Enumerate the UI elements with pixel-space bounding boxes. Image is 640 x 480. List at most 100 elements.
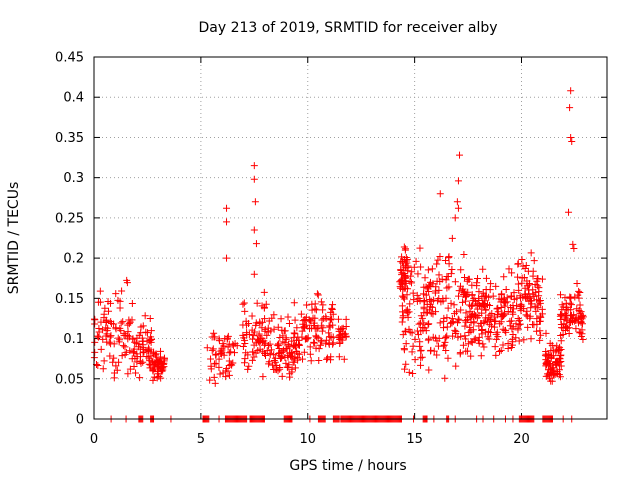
data-point [274, 367, 282, 375]
data-point [113, 366, 121, 374]
x-axis-label: GPS time / hours [289, 458, 406, 474]
data-point [216, 370, 224, 378]
data-point [514, 280, 522, 288]
data-point [557, 310, 565, 318]
data-point [425, 282, 433, 290]
data-point [542, 329, 550, 337]
data-point [220, 342, 228, 350]
data-point [239, 343, 247, 351]
data-point [114, 334, 122, 342]
data-point [512, 334, 520, 342]
data-point [314, 291, 322, 299]
data-point [474, 305, 482, 313]
data-point [223, 254, 231, 262]
data-point [286, 343, 294, 351]
data-point [207, 355, 215, 363]
data-point [112, 325, 120, 333]
data-point [407, 272, 415, 280]
data-point [492, 282, 500, 290]
data-point [124, 370, 132, 378]
data-point [466, 323, 474, 331]
plot-border [93, 56, 608, 420]
data-point [132, 339, 140, 347]
data-point [471, 335, 479, 343]
data-point [328, 315, 336, 323]
data-point [250, 175, 258, 183]
data-point [288, 337, 296, 345]
data-point [443, 323, 451, 331]
data-point [556, 291, 564, 299]
data-point [457, 333, 465, 341]
data-point [277, 315, 285, 323]
data-point [445, 283, 453, 291]
data-point [497, 346, 505, 354]
data-point [91, 316, 99, 324]
data-point [258, 324, 266, 332]
data-point [291, 316, 299, 324]
data-point [426, 295, 434, 303]
data-point [477, 352, 485, 360]
data-point [157, 367, 165, 375]
data-point [149, 376, 157, 384]
data-point [456, 350, 464, 358]
data-point [534, 304, 542, 312]
data-point [405, 368, 413, 376]
data-point [420, 309, 428, 317]
data-point [338, 325, 346, 333]
data-point [412, 257, 420, 265]
data-point [231, 340, 239, 348]
data-point [544, 370, 552, 378]
data-point [310, 338, 318, 346]
data-point [403, 291, 411, 299]
data-point [447, 270, 455, 278]
data-point [576, 289, 584, 297]
data-point [467, 352, 475, 360]
data-point [296, 341, 304, 349]
data-point [433, 277, 441, 285]
data-point [562, 299, 570, 307]
data-point [534, 275, 542, 283]
data-point [294, 356, 302, 364]
data-point [421, 274, 429, 282]
data-point [299, 320, 307, 328]
data-point [409, 342, 417, 350]
data-point [441, 374, 449, 382]
data-point [429, 296, 437, 304]
data-point [506, 317, 514, 325]
data-point [538, 310, 546, 318]
data-point [454, 204, 462, 212]
data-point [462, 347, 470, 355]
data-point [508, 325, 516, 333]
data-point [433, 260, 441, 268]
data-point [212, 350, 220, 358]
data-point [488, 322, 496, 330]
data-point [153, 357, 161, 365]
data-point [527, 335, 535, 343]
data-point [537, 331, 545, 339]
data-point [519, 262, 527, 270]
data-point [456, 282, 464, 290]
data-point [567, 293, 575, 301]
data-point [404, 285, 412, 293]
data-point [329, 339, 337, 347]
data-point [413, 291, 421, 299]
data-point [310, 339, 318, 347]
data-point [486, 315, 494, 323]
grid-lines [94, 57, 607, 419]
data-point [444, 304, 452, 312]
data-point [303, 301, 311, 309]
data-point [399, 285, 407, 293]
data-point [328, 304, 336, 312]
data-point [450, 301, 458, 309]
data-point [578, 315, 586, 323]
data-point [411, 335, 419, 343]
data-point [417, 361, 425, 369]
data-point [316, 341, 324, 349]
data-point [526, 294, 534, 302]
data-point [514, 273, 522, 281]
data-point [91, 338, 99, 346]
data-point [524, 267, 532, 275]
data-point [99, 335, 107, 343]
data-point [507, 293, 515, 301]
data-point [505, 265, 513, 273]
